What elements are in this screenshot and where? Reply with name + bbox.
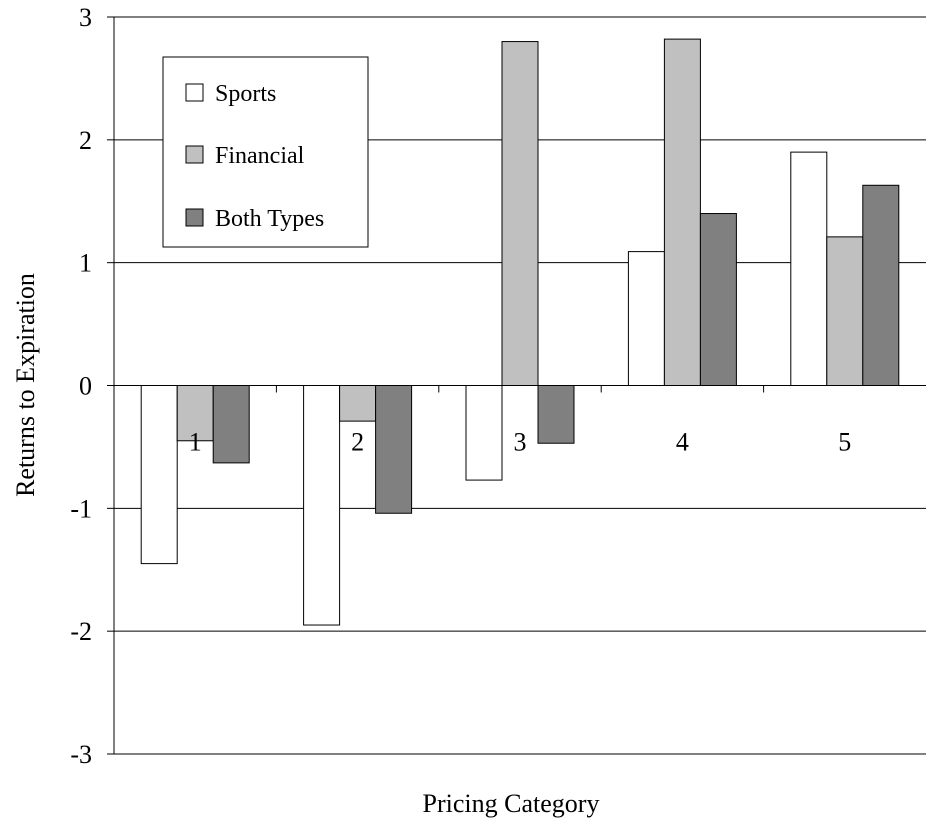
category-label: 5: [838, 428, 851, 457]
legend-label: Both Types: [215, 206, 324, 232]
bar-sports-4: [627, 251, 665, 386]
category-labels: 1 2 3 4 5: [189, 428, 852, 457]
legend-label: Sports: [215, 81, 276, 107]
y-tick-labels: 3 2 1 0 -1 -2 -3: [70, 3, 92, 769]
legend-swatch-sports: [185, 83, 204, 102]
x-axis-label: Pricing Category: [423, 789, 600, 818]
bar-both-types-3: [537, 385, 575, 444]
legend: Sports Financial Both Types: [162, 56, 369, 248]
y-tick-label: 1: [79, 249, 92, 278]
y-axis-label: Returns to Expiration: [11, 273, 40, 497]
bar-sports-2: [303, 385, 341, 626]
bar-financial-1: [176, 385, 214, 442]
bar-financial-4: [663, 38, 701, 387]
category-label: 4: [676, 428, 689, 457]
category-label: 1: [189, 428, 202, 457]
axes: [107, 16, 926, 755]
bar-sports-5: [790, 151, 828, 386]
bars: [140, 38, 900, 626]
bar-financial-3: [501, 41, 539, 386]
legend-swatch-both-types: [185, 208, 204, 227]
category-label: 2: [351, 428, 364, 457]
bar-financial-5: [826, 236, 864, 386]
bar-both-types-1: [212, 385, 250, 464]
y-tick-label: 0: [79, 372, 92, 401]
bar-both-types-2: [375, 385, 413, 514]
bar-both-types-4: [699, 213, 737, 386]
legend-label: Financial: [215, 143, 305, 169]
bar-sports-1: [140, 385, 178, 565]
y-tick-label: -1: [70, 494, 92, 523]
legend-swatch-financial: [185, 145, 204, 164]
bar-sports-3: [465, 385, 503, 481]
y-tick-label: 3: [79, 3, 92, 32]
bar-financial-2: [339, 385, 377, 422]
y-tick-label: -3: [70, 740, 92, 769]
category-label: 3: [514, 428, 527, 457]
y-tick-label: 2: [79, 126, 92, 155]
y-tick-label: -2: [70, 617, 92, 646]
bar-both-types-5: [862, 184, 900, 386]
